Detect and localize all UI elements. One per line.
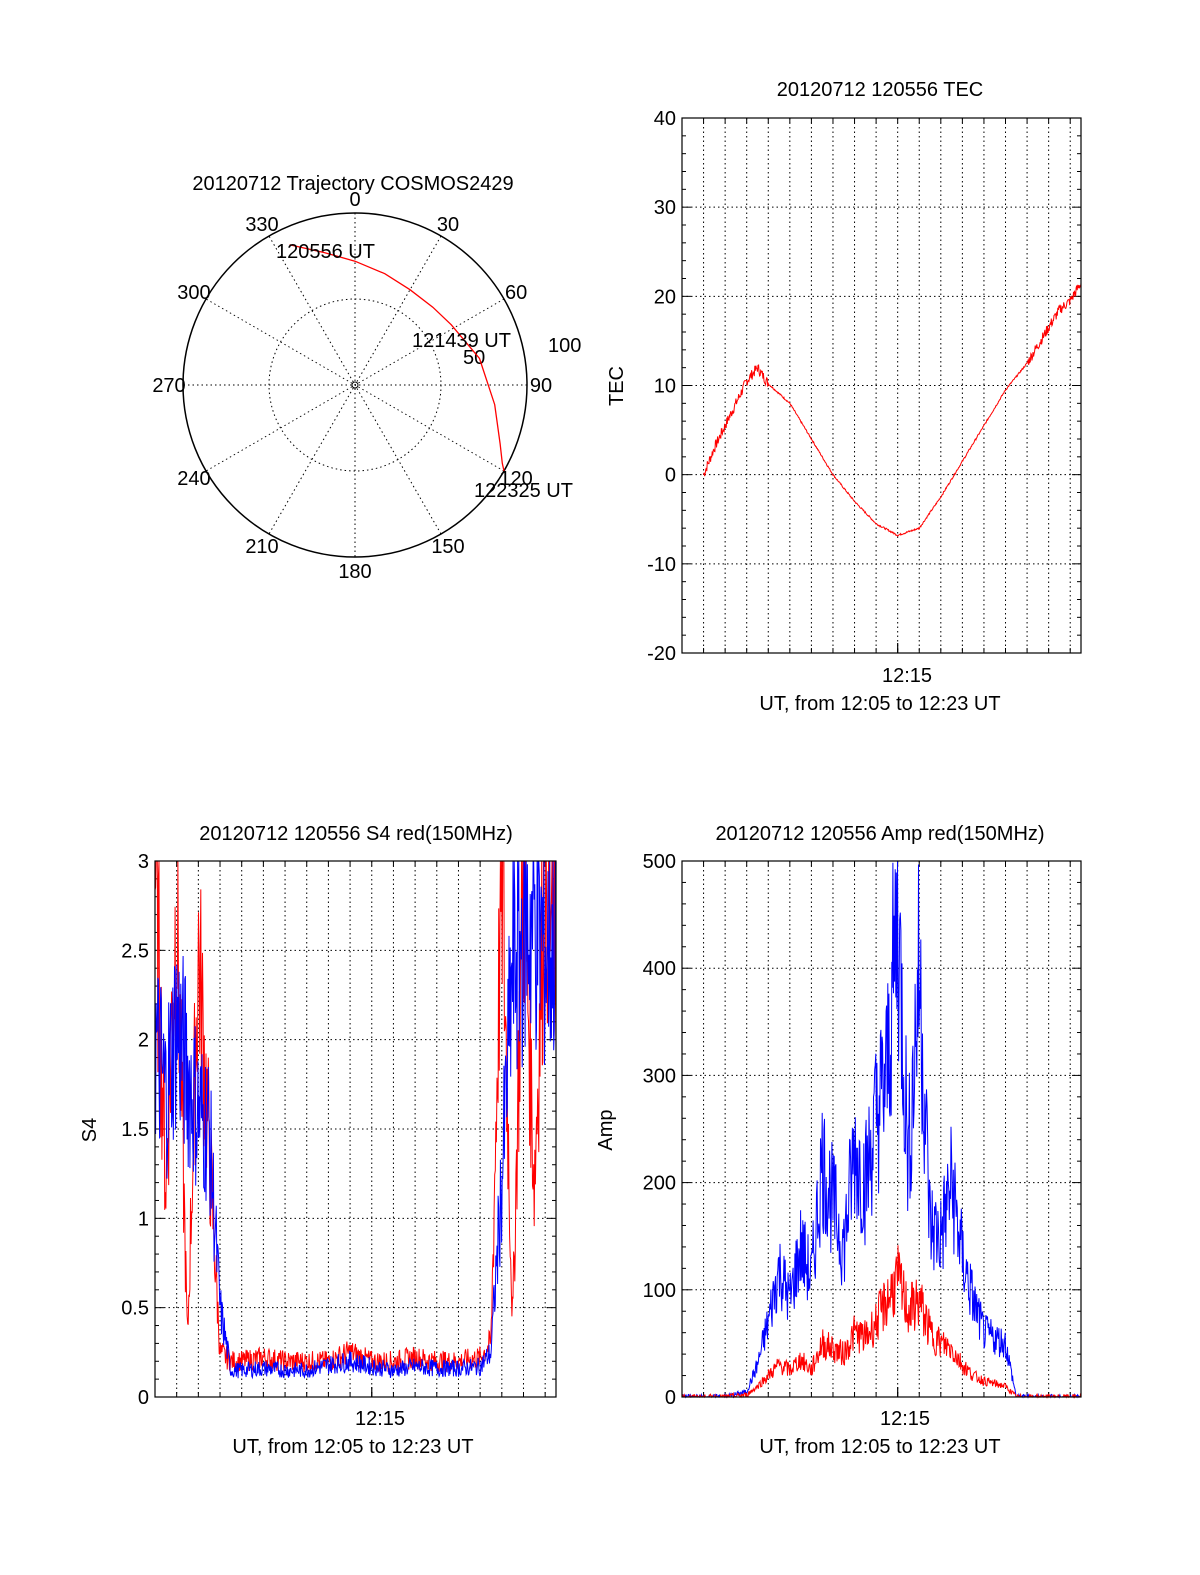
azimuth-label-330: 330: [245, 214, 278, 236]
annotation-end-time: 122325 UT: [474, 480, 573, 502]
tec-grid: [682, 118, 1081, 653]
amp-xtick-label: 12:15: [880, 1408, 930, 1430]
series-line-red: [681, 1245, 1082, 1399]
polar-trajectory-chart: 20120712 Trajectory COSMOS2429 0 30 60 90 12…: [152, 173, 581, 583]
s4-chart: 20120712 120556 S4 red(150MHz) 0 0.5 1 1.5 2…: [79, 823, 557, 1458]
azimuth-label-270: 270: [152, 375, 185, 397]
azimuth-label-90: 90: [530, 375, 552, 397]
azimuth-label-180: 180: [338, 561, 371, 583]
azimuth-label-210: 210: [245, 536, 278, 558]
ytick-label: 0: [665, 465, 676, 487]
azimuth-label-60: 60: [505, 282, 527, 304]
ytick-label: 20: [654, 286, 676, 308]
tec-title: 20120712 120556 TEC: [777, 79, 983, 101]
polar-title: 20120712 Trajectory COSMOS2429: [192, 173, 513, 195]
series-line-red: [154, 860, 557, 1373]
ytick-label: 200: [643, 1173, 676, 1195]
ytick-label: 40: [654, 108, 676, 130]
s4-xtick-label: 12:15: [355, 1408, 405, 1430]
s4-xlabel: UT, from 12:05 to 12:23 UT: [232, 1436, 473, 1458]
ytick-label: 100: [643, 1280, 676, 1302]
ytick-label: 500: [643, 851, 676, 873]
polar-spokes: [183, 213, 527, 557]
series-line-blue: [154, 860, 557, 1380]
ytick-label: 0.5: [121, 1298, 149, 1320]
annotation-start-time: 120556 UT: [276, 241, 375, 263]
azimuth-label-240: 240: [177, 468, 210, 490]
azimuth-label-300: 300: [177, 282, 210, 304]
s4-grid: [155, 861, 556, 1397]
ytick-label: 3: [138, 851, 149, 873]
tec-y-ticks: -20 -10 0 10 20 30 40: [647, 108, 1081, 665]
tec-ylabel: TEC: [606, 366, 628, 406]
ytick-label: -10: [647, 554, 676, 576]
ytick-label: 0: [665, 1387, 676, 1409]
ring-label-100: 100: [548, 335, 581, 357]
azimuth-label-150: 150: [431, 536, 464, 558]
ytick-label: 400: [643, 958, 676, 980]
amp-xlabel: UT, from 12:05 to 12:23 UT: [759, 1436, 1000, 1458]
tec-plot-frame: [681, 117, 1082, 654]
s4-plot-frame: [154, 860, 557, 1398]
amp-grid: [682, 861, 1081, 1397]
s4-series: [154, 860, 557, 1380]
tec-xlabel: UT, from 12:05 to 12:23 UT: [759, 693, 1000, 715]
ytick-label: 1.5: [121, 1119, 149, 1141]
amp-title: 20120712 120556 Amp red(150MHz): [715, 823, 1044, 845]
amp-series: [681, 860, 1082, 1399]
ytick-label: 10: [654, 376, 676, 398]
amp-x-ticks: [703, 861, 1071, 1397]
ytick-label: 2: [138, 1030, 149, 1052]
series-line-red: [703, 283, 1082, 537]
polar-azimuth-labels: 0 30 60 90 120 150 180 210 240 270 300 330: [152, 189, 552, 583]
amp-ylabel: Amp: [595, 1109, 617, 1150]
annotation-mid-time: 121439 UT: [412, 330, 511, 352]
ytick-label: 300: [643, 1065, 676, 1087]
ytick-label: 1: [138, 1208, 149, 1230]
series-line-blue: [681, 860, 1081, 1399]
polar-center: [351, 381, 359, 389]
amp-plot-frame: [681, 860, 1082, 1398]
trajectory-line: [289, 244, 505, 472]
tec-x-ticks: [703, 118, 1071, 653]
ring-label-50: 50: [463, 347, 485, 369]
tec-xtick-label: 12:15: [882, 665, 932, 687]
amp-y-ticks: 0 100 200 300 400 500: [643, 851, 1081, 1409]
s4-title: 20120712 120556 S4 red(150MHz): [199, 823, 513, 845]
azimuth-label-120: 120: [499, 468, 532, 490]
ytick-label: 2.5: [121, 940, 149, 962]
tec-series: [703, 283, 1082, 537]
azimuth-label-30: 30: [437, 214, 459, 236]
s4-ylabel: S4: [79, 1118, 101, 1142]
ytick-label: -20: [647, 643, 676, 665]
tec-chart: 20120712 120556 TEC -20 -10 0 10 20 30 40 12:1…: [606, 79, 1082, 715]
ytick-label: 0: [138, 1387, 149, 1409]
ytick-label: 30: [654, 197, 676, 219]
azimuth-label-0: 0: [349, 189, 360, 211]
amp-chart: 20120712 120556 Amp red(150MHz) 0 100 200 3…: [595, 823, 1082, 1458]
polar-spoke-150: [268, 235, 442, 535]
